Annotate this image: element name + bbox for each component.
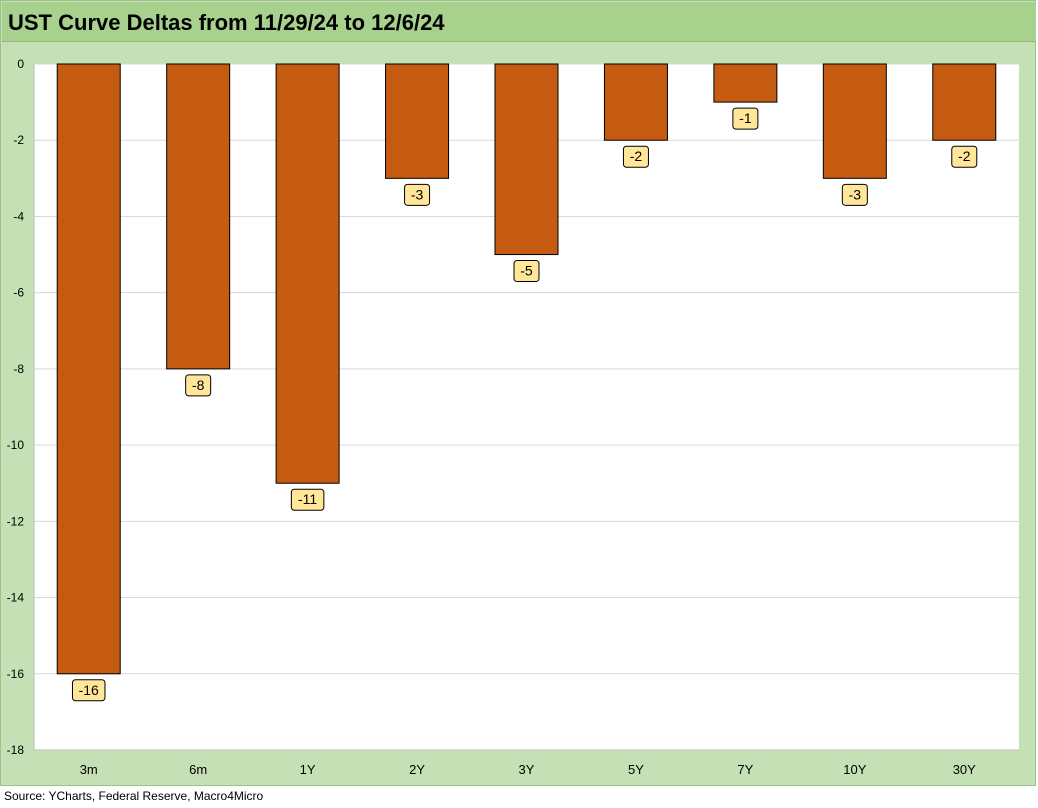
data-label-text: -3 (411, 186, 424, 202)
data-label-text: -11 (298, 491, 317, 507)
y-tick-label: -18 (7, 743, 25, 757)
bar-7y (713, 63, 778, 103)
y-tick-label: -6 (13, 286, 24, 300)
x-tick-label: 6m (189, 762, 207, 777)
bar-5y (603, 63, 668, 141)
chart-frame: UST Curve Deltas from 11/29/24 to 12/6/2… (0, 0, 1036, 786)
title-bar: UST Curve Deltas from 11/29/24 to 12/6/2… (2, 2, 1036, 42)
data-label-box (404, 183, 431, 206)
bar-2y (385, 63, 450, 179)
data-label-3y: -5 (513, 260, 540, 283)
data-label-3m: -16 (71, 679, 106, 702)
data-label-7y: -1 (732, 107, 759, 130)
data-label-text: -5 (520, 263, 533, 279)
data-label-box (71, 679, 106, 702)
bar-30y (932, 63, 997, 141)
chart-title: UST Curve Deltas from 11/29/24 to 12/6/2… (8, 10, 445, 35)
y-tick-label: -8 (13, 362, 24, 376)
y-tick-label: -16 (7, 667, 25, 681)
x-tick-label: 3m (80, 762, 98, 777)
bar-3m (56, 63, 121, 675)
x-axis-ticks: 3m 6m 1Y 2Y 3Y 5Y 7Y 10Y 30Y (80, 762, 976, 777)
data-label-30y: -2 (951, 145, 978, 168)
data-labels: -16 -8 -11 -3 -5 -2 -1 -3 -2 (71, 107, 978, 702)
data-label-text: -1 (739, 110, 752, 126)
data-label-1y: -11 (290, 488, 325, 511)
data-label-2y: -3 (404, 183, 431, 206)
y-tick-label: -14 (7, 591, 25, 605)
data-label-6m: -8 (185, 374, 212, 397)
data-label-text: -3 (849, 186, 862, 202)
data-label-box (951, 145, 978, 168)
data-label-text: -2 (630, 148, 643, 164)
bar-chart: 0 -2 -4 -6 -8 -10 -12 -14 -16 -18 3m 6m 1Y 2Y 3Y 5Y 7Y 1… (7, 57, 1019, 777)
x-tick-label: 10Y (843, 762, 866, 777)
x-tick-label: 7Y (737, 762, 753, 777)
y-tick-label: 0 (17, 57, 24, 71)
y-axis-ticks: 0 -2 -4 -6 -8 -10 -12 -14 -16 -18 (7, 57, 25, 757)
data-label-box (732, 107, 759, 130)
data-label-10y: -3 (841, 183, 868, 206)
bar-3y (494, 63, 559, 256)
y-tick-label: -10 (7, 438, 25, 452)
data-label-box (841, 183, 868, 206)
data-label-text: -2 (958, 148, 971, 164)
y-tick-label: -4 (13, 209, 24, 223)
x-tick-label: 30Y (953, 762, 976, 777)
x-tick-label: 1Y (300, 762, 316, 777)
data-label-5y: -2 (622, 145, 649, 168)
data-label-text: -16 (79, 682, 99, 698)
x-tick-label: 3Y (519, 762, 535, 777)
bar-6m (166, 63, 231, 370)
x-tick-label: 2Y (409, 762, 425, 777)
data-label-box (185, 374, 212, 397)
x-tick-label: 5Y (628, 762, 644, 777)
bar-10y (822, 63, 887, 179)
data-label-box (622, 145, 649, 168)
y-tick-label: -12 (7, 514, 25, 528)
data-label-box (513, 260, 540, 283)
y-tick-label: -2 (13, 133, 24, 147)
source-note: Source: YCharts, Federal Reserve, Macro4… (4, 789, 264, 803)
data-label-box (290, 488, 325, 511)
data-label-text: -8 (192, 377, 205, 393)
bars (56, 63, 997, 675)
bar-1y (275, 63, 340, 484)
